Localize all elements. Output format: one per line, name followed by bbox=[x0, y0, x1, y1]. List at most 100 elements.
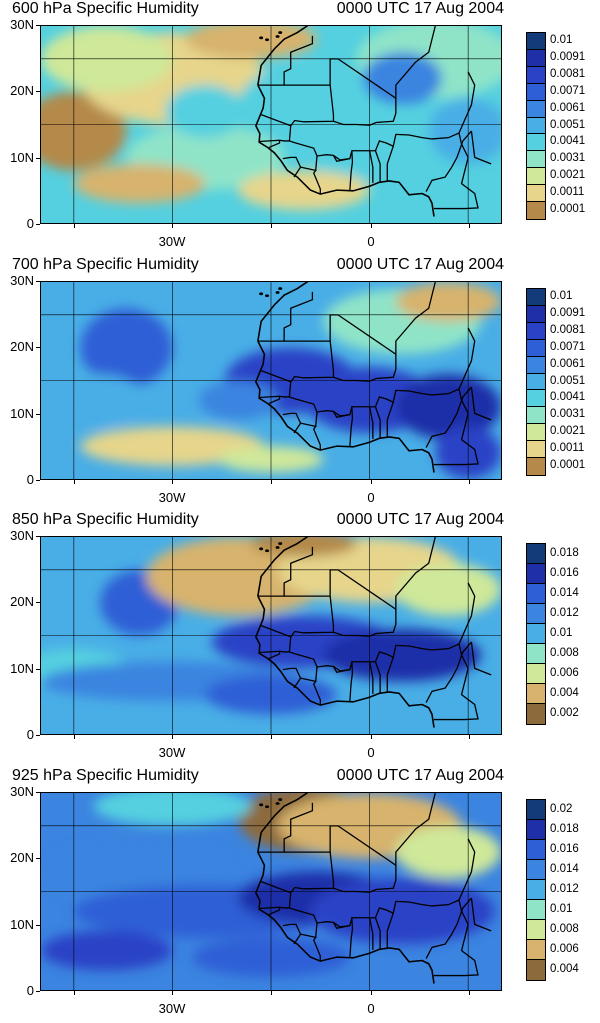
y-tick bbox=[36, 925, 40, 926]
country-border bbox=[333, 354, 397, 382]
colorbar-swatch bbox=[527, 100, 545, 118]
colorbar-label: 0.0071 bbox=[550, 84, 586, 97]
x-tick bbox=[271, 224, 272, 228]
country-border bbox=[259, 139, 290, 143]
country-border bbox=[300, 677, 321, 706]
country-border bbox=[300, 166, 321, 195]
y-axis-label: 0 bbox=[26, 727, 34, 742]
x-tick bbox=[469, 991, 470, 995]
y-axis-label: 10N bbox=[10, 917, 34, 932]
country-border bbox=[282, 412, 302, 434]
colorbar-swatch bbox=[527, 168, 545, 186]
y-axis-label: 30N bbox=[10, 17, 34, 32]
colorbar-swatch bbox=[527, 339, 545, 357]
y-axis-label: 20N bbox=[10, 850, 34, 865]
y-tick bbox=[36, 158, 40, 159]
panel-title: 850 hPa Specific Humidity bbox=[12, 511, 199, 528]
colorbar-swatch bbox=[527, 117, 545, 135]
country-border bbox=[315, 666, 318, 682]
humidity-panel: 600 hPa Specific Humidity 0000 UTC 17 Aug… bbox=[0, 0, 600, 256]
country-border bbox=[332, 666, 350, 673]
colorbar-label: 0.0051 bbox=[550, 118, 586, 131]
humidity-contour-region bbox=[165, 85, 245, 138]
coastline bbox=[257, 282, 358, 342]
humidity-contour-region bbox=[251, 537, 357, 557]
y-axis-label: 10N bbox=[10, 406, 34, 421]
island bbox=[275, 35, 280, 38]
coastline bbox=[254, 595, 435, 728]
country-border bbox=[333, 865, 397, 893]
x-axis-label: 30W bbox=[158, 1001, 186, 1016]
x-tick bbox=[371, 735, 372, 739]
country-border bbox=[315, 411, 318, 427]
country-border bbox=[374, 406, 381, 439]
colorbar-label: 0.0071 bbox=[550, 340, 586, 353]
country-border bbox=[268, 651, 281, 660]
colorbar bbox=[526, 799, 546, 981]
x-axis-label: 30W bbox=[158, 490, 186, 505]
colorbar-swatch bbox=[527, 202, 545, 219]
y-tick bbox=[36, 480, 40, 481]
country-border bbox=[386, 401, 394, 437]
country-border bbox=[268, 907, 281, 916]
country-border bbox=[282, 667, 302, 689]
humidity-contour-region bbox=[198, 380, 278, 420]
y-tick bbox=[36, 735, 40, 736]
country-border bbox=[349, 917, 354, 958]
panel-title: 925 hPa Specific Humidity bbox=[12, 767, 199, 784]
y-tick bbox=[36, 991, 40, 992]
country-border bbox=[333, 98, 397, 126]
colorbar-label: 0.018 bbox=[550, 546, 579, 559]
coastline bbox=[254, 851, 435, 984]
country-border bbox=[386, 656, 394, 692]
y-axis-label: 0 bbox=[26, 216, 34, 231]
humidity-panel: 700 hPa Specific Humidity 0000 UTC 17 Aug… bbox=[0, 256, 600, 512]
country-border bbox=[458, 838, 476, 901]
country-border bbox=[425, 130, 472, 192]
x-tick bbox=[469, 224, 470, 228]
country-border bbox=[368, 150, 374, 183]
humidity-contour-region bbox=[363, 52, 442, 105]
island bbox=[259, 547, 264, 551]
y-axis-label: 30N bbox=[10, 528, 34, 543]
colorbar-label: 0.012 bbox=[550, 606, 579, 619]
country-border bbox=[458, 71, 476, 134]
colorbar-swatch bbox=[527, 424, 545, 442]
island bbox=[278, 542, 283, 545]
colorbar-swatch bbox=[527, 704, 545, 724]
y-tick bbox=[36, 602, 40, 603]
colorbar-label: 0.0091 bbox=[550, 306, 586, 319]
colorbar-swatch bbox=[527, 322, 545, 340]
y-axis-label: 10N bbox=[10, 150, 34, 165]
y-tick bbox=[36, 536, 40, 537]
colorbar-label: 0.02 bbox=[550, 802, 573, 815]
y-tick bbox=[36, 858, 40, 859]
country-border bbox=[386, 145, 394, 181]
x-tick bbox=[371, 480, 372, 484]
country-border bbox=[425, 897, 472, 959]
colorbar-label: 0.002 bbox=[550, 706, 579, 719]
colorbar-swatch bbox=[527, 544, 545, 564]
y-axis-label: 0 bbox=[26, 472, 34, 487]
colorbar-label: 0.0031 bbox=[550, 152, 586, 165]
x-tick bbox=[74, 480, 75, 484]
humidity-contour-region bbox=[73, 163, 206, 204]
colorbar bbox=[526, 288, 546, 476]
colorbar-swatch bbox=[527, 305, 545, 323]
island bbox=[259, 36, 264, 40]
country-border bbox=[282, 923, 302, 945]
colorbar-swatch bbox=[527, 134, 545, 152]
colorbar-swatch bbox=[527, 820, 545, 840]
colorbar-swatch bbox=[527, 960, 545, 980]
island bbox=[275, 291, 280, 294]
colorbar-label: 0.0061 bbox=[550, 357, 586, 370]
y-axis-label: 20N bbox=[10, 594, 34, 609]
panel-title: 600 hPa Specific Humidity bbox=[12, 0, 199, 17]
island bbox=[259, 803, 264, 807]
y-axis-label: 30N bbox=[10, 273, 34, 288]
country-border bbox=[374, 661, 381, 694]
colorbar-swatch bbox=[527, 684, 545, 704]
colorbar-label: 0.0041 bbox=[550, 391, 586, 404]
colorbar-label: 0.0001 bbox=[550, 203, 586, 216]
humidity-contour-region bbox=[395, 563, 501, 616]
